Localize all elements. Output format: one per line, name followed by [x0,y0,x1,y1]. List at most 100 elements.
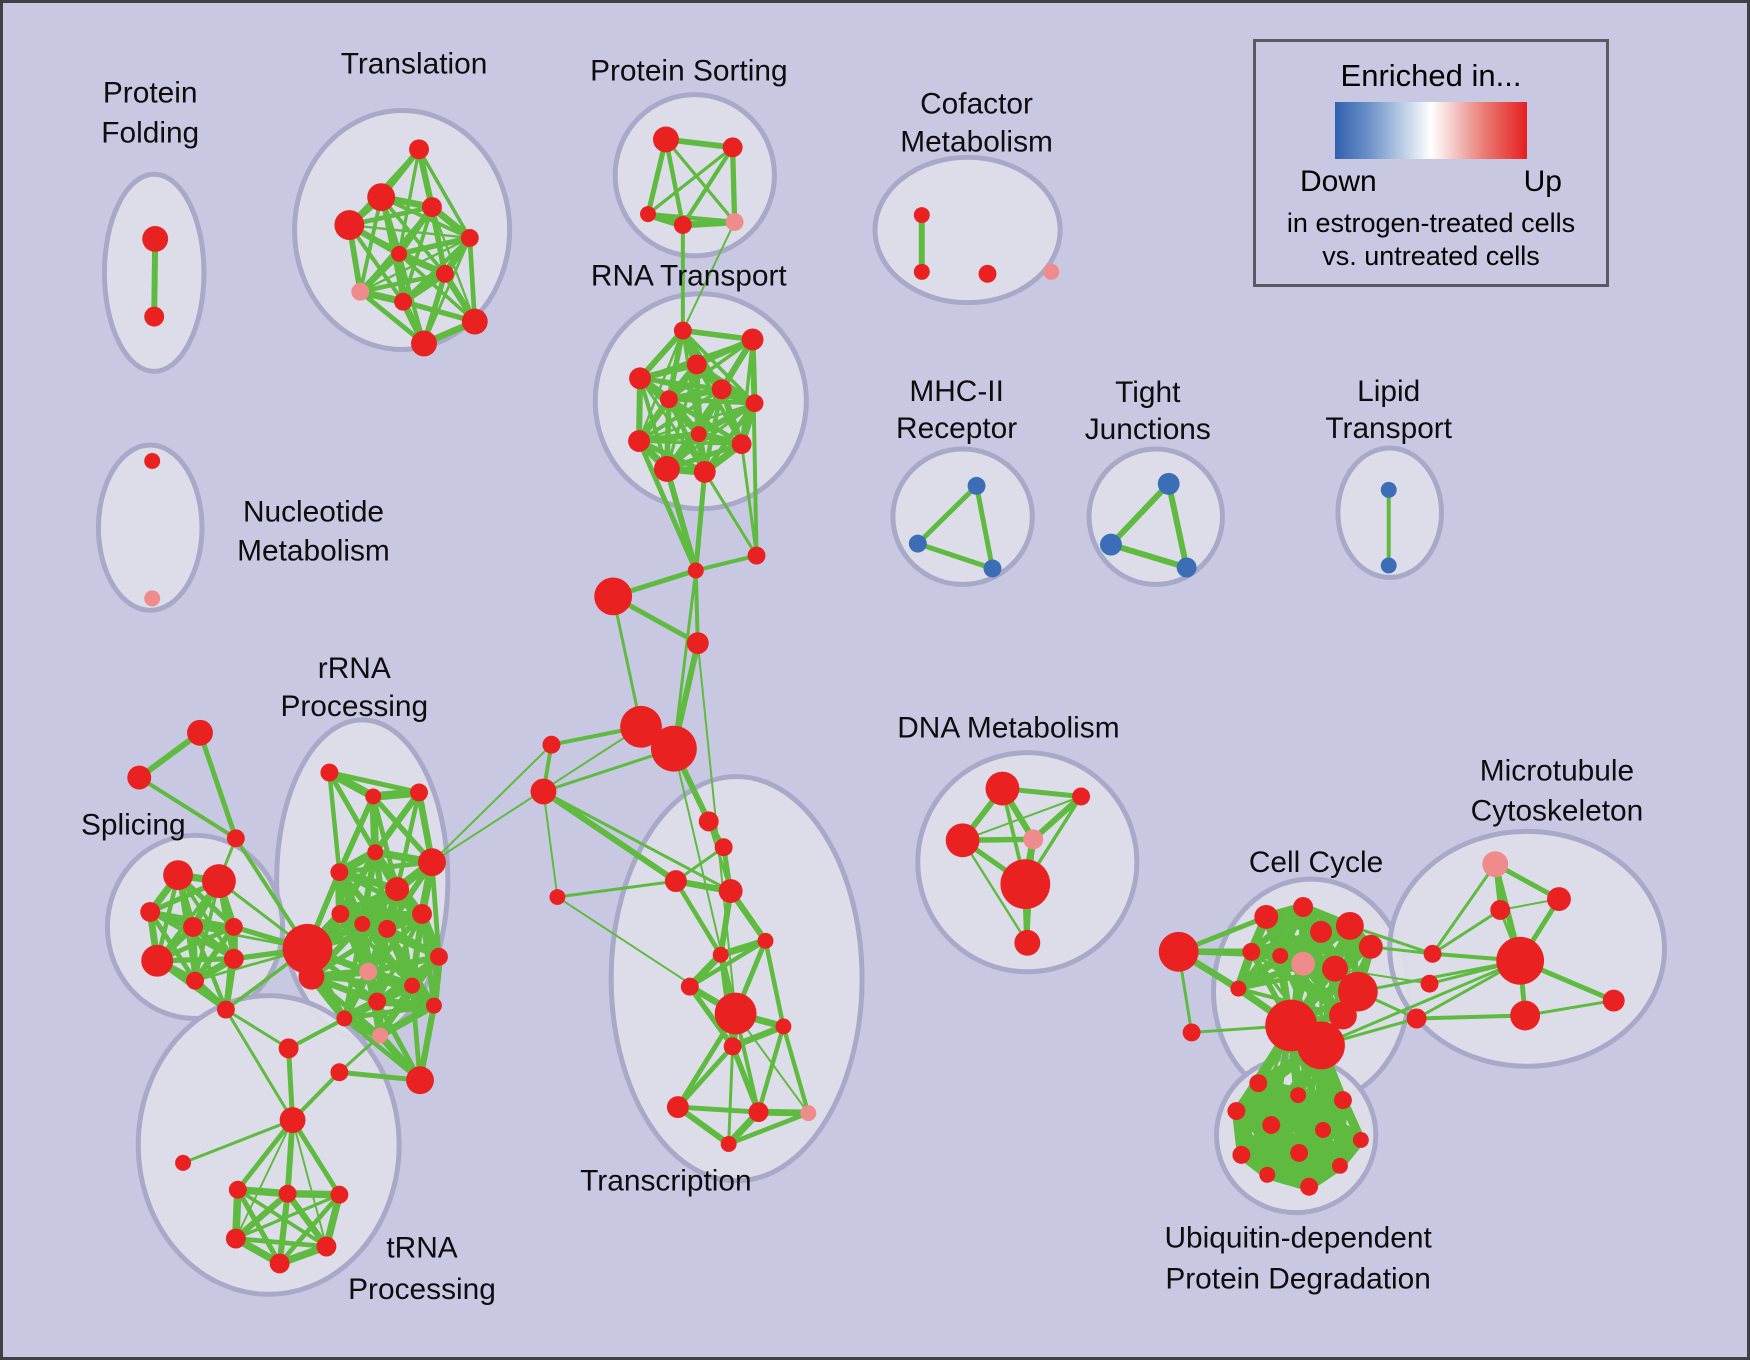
network-node-hub1[interactable] [282,923,333,974]
network-node-v1[interactable] [278,1038,299,1059]
network-node-tj1[interactable] [1157,472,1180,495]
network-node-cf1[interactable] [913,207,930,224]
network-node-rr15[interactable] [425,997,442,1014]
network-node-o3[interactable] [549,889,566,906]
network-node-b2[interactable] [650,725,697,772]
network-node-rt3[interactable] [686,354,707,375]
network-node-t3[interactable] [422,197,442,218]
network-node-ps5[interactable] [725,213,744,231]
network-node-cc6[interactable] [1242,942,1261,961]
network-node-o2[interactable] [530,778,557,805]
network-node-rr17[interactable] [418,848,446,877]
network-node-tx5[interactable] [712,946,729,963]
network-node-m4[interactable] [686,632,709,655]
network-node-d1[interactable] [985,771,1020,806]
network-node-pf2[interactable] [144,306,165,327]
network-node-mh2[interactable] [908,534,927,553]
network-node-br2[interactable] [1420,974,1439,993]
network-node-rt1[interactable] [673,321,692,340]
network-node-u4[interactable] [1227,1102,1246,1121]
network-node-m3[interactable] [594,577,633,616]
network-node-cc12[interactable] [1230,980,1247,997]
network-node-u2[interactable] [1290,1087,1307,1104]
network-node-u6[interactable] [1315,1122,1331,1138]
network-node-sp5[interactable] [224,917,243,936]
network-node-rr18[interactable] [385,877,410,902]
network-node-tx7[interactable] [680,977,699,996]
network-node-rt7[interactable] [745,394,764,413]
network-node-sp3[interactable] [140,902,161,922]
network-node-d5[interactable] [1000,859,1051,909]
network-node-tx6[interactable] [757,932,774,949]
network-node-ps3[interactable] [640,206,656,223]
network-node-v2[interactable] [330,1063,349,1082]
network-node-k7[interactable] [269,1253,290,1274]
network-node-rr16[interactable] [372,1027,389,1044]
network-node-q1[interactable] [187,719,213,746]
network-node-d6[interactable] [1014,929,1041,956]
network-node-cc13[interactable] [1182,1023,1201,1042]
network-node-pf1[interactable] [142,226,169,252]
network-node-t9[interactable] [394,292,413,311]
network-node-rr3[interactable] [410,783,428,802]
network-node-rr6[interactable] [331,905,350,923]
network-node-cc11[interactable] [1328,1001,1357,1030]
network-node-rr5[interactable] [367,844,384,861]
network-node-tx11[interactable] [666,1096,689,1119]
network-node-rt4[interactable] [629,367,651,390]
network-node-t7[interactable] [435,264,454,283]
network-node-tj2[interactable] [1100,533,1122,556]
network-node-u8[interactable] [1232,1145,1251,1164]
network-node-rt12[interactable] [693,460,716,483]
network-node-rr9[interactable] [412,904,432,924]
network-node-u7[interactable] [1352,1131,1369,1148]
network-node-cl[interactable] [1158,931,1199,972]
network-node-br1[interactable] [1423,944,1442,963]
network-node-rt11[interactable] [653,455,680,482]
network-node-rt2[interactable] [741,328,764,351]
network-node-cc5[interactable] [1358,934,1383,959]
network-node-rt8[interactable] [690,426,707,443]
network-node-k1[interactable] [175,1154,192,1171]
network-node-q2[interactable] [127,765,152,790]
network-node-rr13[interactable] [368,992,387,1011]
network-node-cc9[interactable] [1322,955,1348,982]
network-node-mt4[interactable] [1496,936,1545,985]
network-node-k3[interactable] [278,1184,297,1203]
network-node-t10[interactable] [461,308,488,335]
network-node-sp6[interactable] [141,944,174,977]
network-node-tj3[interactable] [1176,557,1197,578]
network-node-mh1[interactable] [967,476,986,495]
network-node-u10[interactable] [1331,1157,1348,1174]
network-node-m2[interactable] [747,546,766,565]
network-node-tx9[interactable] [775,1018,792,1035]
network-node-g2[interactable] [1297,1021,1345,1070]
network-node-rr14[interactable] [336,1010,353,1027]
network-node-ps1[interactable] [652,126,679,153]
network-node-rr2[interactable] [365,788,382,805]
network-node-k2[interactable] [228,1180,247,1199]
network-node-rr12[interactable] [429,947,448,966]
network-node-t6[interactable] [391,245,408,262]
network-node-cc3[interactable] [1310,920,1332,943]
network-node-rr10[interactable] [359,962,378,981]
network-node-q3[interactable] [226,829,245,848]
network-node-t2[interactable] [367,183,396,212]
network-node-cc7[interactable] [1272,947,1289,964]
network-node-sp1[interactable] [163,860,194,891]
network-node-t5[interactable] [460,228,479,247]
network-node-rr4[interactable] [330,863,349,882]
network-node-rt10[interactable] [731,434,752,455]
network-node-rt5[interactable] [711,379,732,400]
network-node-m5[interactable] [542,735,561,754]
network-node-rr1[interactable] [320,763,339,782]
network-node-cf4[interactable] [1043,263,1060,280]
network-node-mt3[interactable] [1490,900,1511,920]
network-node-cc10[interactable] [1337,971,1378,1012]
network-node-k6[interactable] [316,1236,337,1257]
network-node-d2[interactable] [1072,787,1091,806]
network-node-b1[interactable] [620,705,662,748]
network-node-tx14[interactable] [720,1135,737,1152]
network-node-mt5[interactable] [1602,989,1625,1012]
network-node-tx1[interactable] [698,811,719,832]
